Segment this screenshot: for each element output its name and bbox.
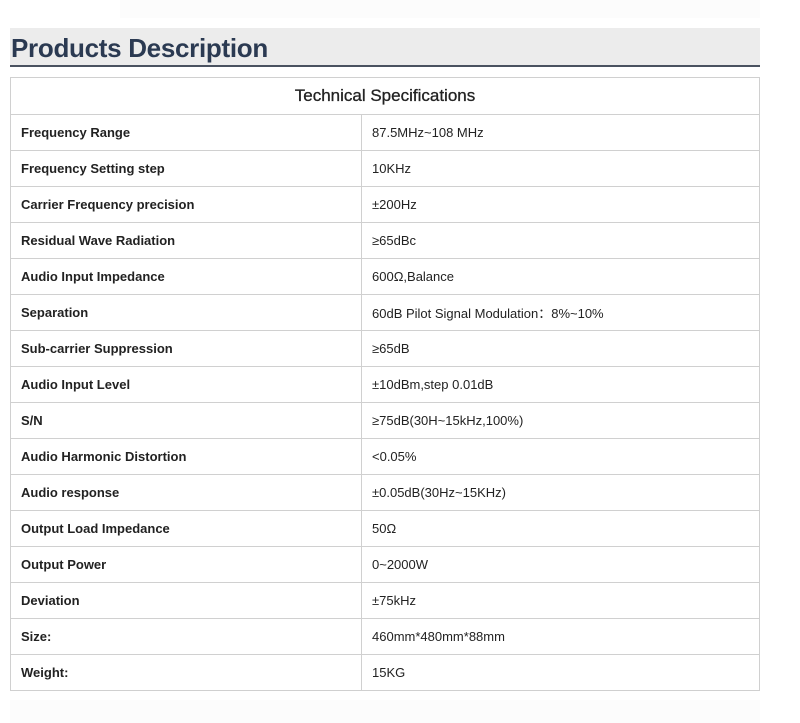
spec-value: 10KHz	[361, 150, 760, 187]
table-row: Frequency Setting step 10KHz	[10, 150, 760, 187]
spec-name: Size:	[10, 618, 362, 655]
spec-value: 60dB Pilot Signal Modulation：8%~10%	[361, 294, 760, 331]
spec-value: 0~2000W	[361, 546, 760, 583]
spec-value: ±200Hz	[361, 186, 760, 223]
spec-name: Audio Input Level	[10, 366, 362, 403]
spec-name: Audio response	[10, 474, 362, 511]
table-row: Sub-carrier Suppression ≥65dB	[10, 330, 760, 367]
spec-value: ≥75dB(30H~15kHz,100%)	[361, 402, 760, 439]
spec-value: ±0.05dB(30Hz~15KHz)	[361, 474, 760, 511]
spec-value: ±75kHz	[361, 582, 760, 619]
spec-name: Audio Harmonic Distortion	[10, 438, 362, 475]
table-row: Output Load Impedance 50Ω	[10, 510, 760, 547]
bottom-strip	[10, 700, 760, 723]
spec-value: 50Ω	[361, 510, 760, 547]
spec-value: 15KG	[361, 654, 760, 691]
table-row: Weight: 15KG	[10, 654, 760, 691]
spec-name: Weight:	[10, 654, 362, 691]
table-row: Output Power 0~2000W	[10, 546, 760, 583]
table-row: Frequency Range 87.5MHz~108 MHz	[10, 114, 760, 151]
spec-name: Separation	[10, 294, 362, 331]
spec-value: ≥65dBc	[361, 222, 760, 259]
table-row: Deviation ±75kHz	[10, 582, 760, 619]
table-row: Audio Harmonic Distortion <0.05%	[10, 438, 760, 475]
table-row: Separation 60dB Pilot Signal Modulation：8…	[10, 294, 760, 331]
spec-name: Frequency Setting step	[10, 150, 362, 187]
spec-value: ±10dBm,step 0.01dB	[361, 366, 760, 403]
spec-value: ≥65dB	[361, 330, 760, 367]
spec-name: Output Power	[10, 546, 362, 583]
spec-value: <0.05%	[361, 438, 760, 475]
spec-name: Sub-carrier Suppression	[10, 330, 362, 367]
spec-name: S/N	[10, 402, 362, 439]
top-strip	[120, 0, 760, 18]
spec-value: 600Ω,Balance	[361, 258, 760, 295]
spec-name: Output Load Impedance	[10, 510, 362, 547]
spec-name: Deviation	[10, 582, 362, 619]
table-row: S/N ≥75dB(30H~15kHz,100%)	[10, 402, 760, 439]
specs-table: Technical Specifications Frequency Range…	[10, 77, 760, 691]
table-row: Audio Input Level ±10dBm,step 0.01dB	[10, 366, 760, 403]
table-row: Carrier Frequency precision ±200Hz	[10, 186, 760, 223]
table-row: Residual Wave Radiation ≥65dBc	[10, 222, 760, 259]
table-title: Technical Specifications	[10, 77, 760, 115]
spec-name: Frequency Range	[10, 114, 362, 151]
spec-name: Audio Input Impedance	[10, 258, 362, 295]
section-header: Products Description	[10, 28, 760, 67]
table-row: Audio Input Impedance 600Ω,Balance	[10, 258, 760, 295]
spec-name: Carrier Frequency precision	[10, 186, 362, 223]
table-row: Size: 460mm*480mm*88mm	[10, 618, 760, 655]
page-title: Products Description	[11, 33, 268, 63]
spec-value: 87.5MHz~108 MHz	[361, 114, 760, 151]
table-row: Audio response ±0.05dB(30Hz~15KHz)	[10, 474, 760, 511]
spec-value: 460mm*480mm*88mm	[361, 618, 760, 655]
spec-name: Residual Wave Radiation	[10, 222, 362, 259]
